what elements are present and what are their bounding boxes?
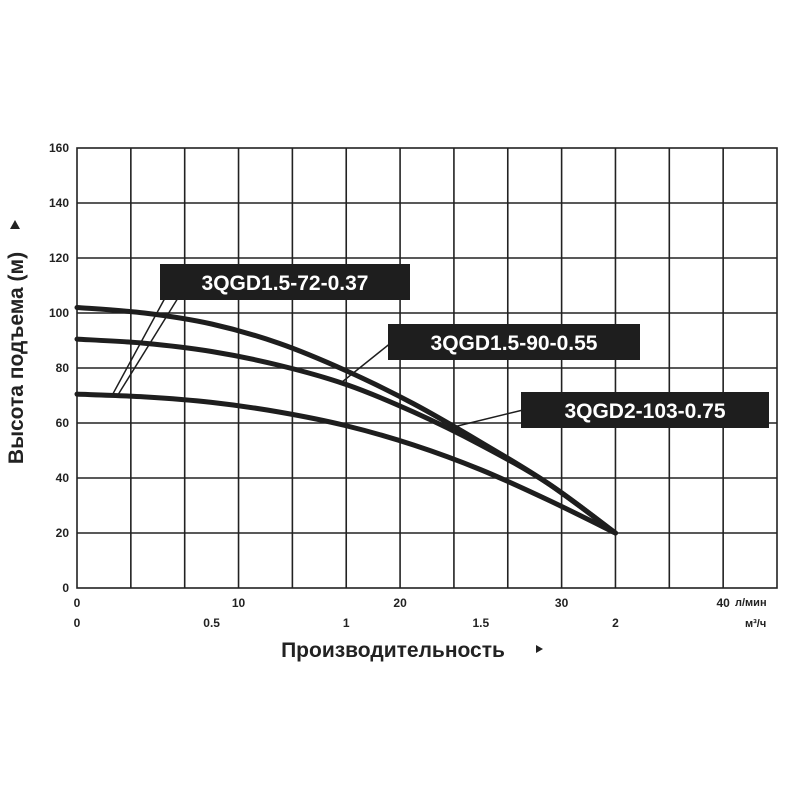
tick-labels: 0 20 40 60 80 100 120 140 160 0 10 20 30 40 0 0.5 1 1.5 2	[49, 141, 730, 630]
grid	[76, 147, 778, 589]
y-tick-label: 60	[56, 416, 70, 430]
x-secondary-tick-label: 2	[612, 616, 619, 630]
x-primary-tick-label: 0	[74, 596, 81, 610]
x-primary-tick-label: 40	[716, 596, 730, 610]
label-leader-line	[453, 409, 524, 428]
x-primary-tick-label: 10	[232, 596, 246, 610]
y-tick-label: 20	[56, 526, 70, 540]
series-label-box	[521, 392, 769, 428]
y-tick-label: 0	[62, 581, 69, 595]
x-secondary-tick-label: 0	[74, 616, 81, 630]
x-secondary-unit: м³/ч	[745, 618, 766, 630]
y-tick-label: 100	[49, 306, 69, 320]
series-curve-1	[74, 391, 618, 536]
series-label-3: 3QGD2-103-0.75	[564, 400, 725, 423]
x-primary-tick-label: 20	[393, 596, 407, 610]
x-secondary-tick-label: 1.5	[473, 616, 490, 630]
label-leader-line	[111, 297, 166, 396]
y-tick-label: 80	[56, 361, 70, 375]
label-leader-line	[340, 341, 393, 384]
x-secondary-tick-label: 1	[343, 616, 350, 630]
series-labels: 3QGD1.5-72-0.37 3QGD1.5-90-0.55 3QGD2-103-…	[160, 264, 769, 428]
x-secondary-tick-label: 0.5	[203, 616, 220, 630]
series-label-2: 3QGD1.5-90-0.55	[431, 332, 598, 355]
curves	[74, 305, 618, 536]
label-leader-line	[116, 297, 179, 397]
y-axis-arrow-icon	[10, 220, 20, 229]
y-tick-label: 160	[49, 141, 69, 155]
x-primary-unit: л/мин	[735, 597, 767, 609]
y-tick-label: 140	[49, 196, 69, 210]
label-leaders	[111, 297, 524, 428]
series-label-box	[160, 264, 410, 300]
x-axis-arrow-icon	[536, 645, 543, 653]
series-label-1: 3QGD1.5-72-0.37	[202, 272, 369, 295]
x-axis-title: Производительность	[281, 639, 505, 662]
y-axis-title: Высота подъема (м)	[5, 252, 28, 464]
series-label-box	[388, 324, 640, 360]
series-curve-3	[74, 305, 618, 536]
y-tick-label: 40	[56, 471, 70, 485]
y-tick-label: 120	[49, 251, 69, 265]
x-primary-tick-label: 30	[555, 596, 569, 610]
